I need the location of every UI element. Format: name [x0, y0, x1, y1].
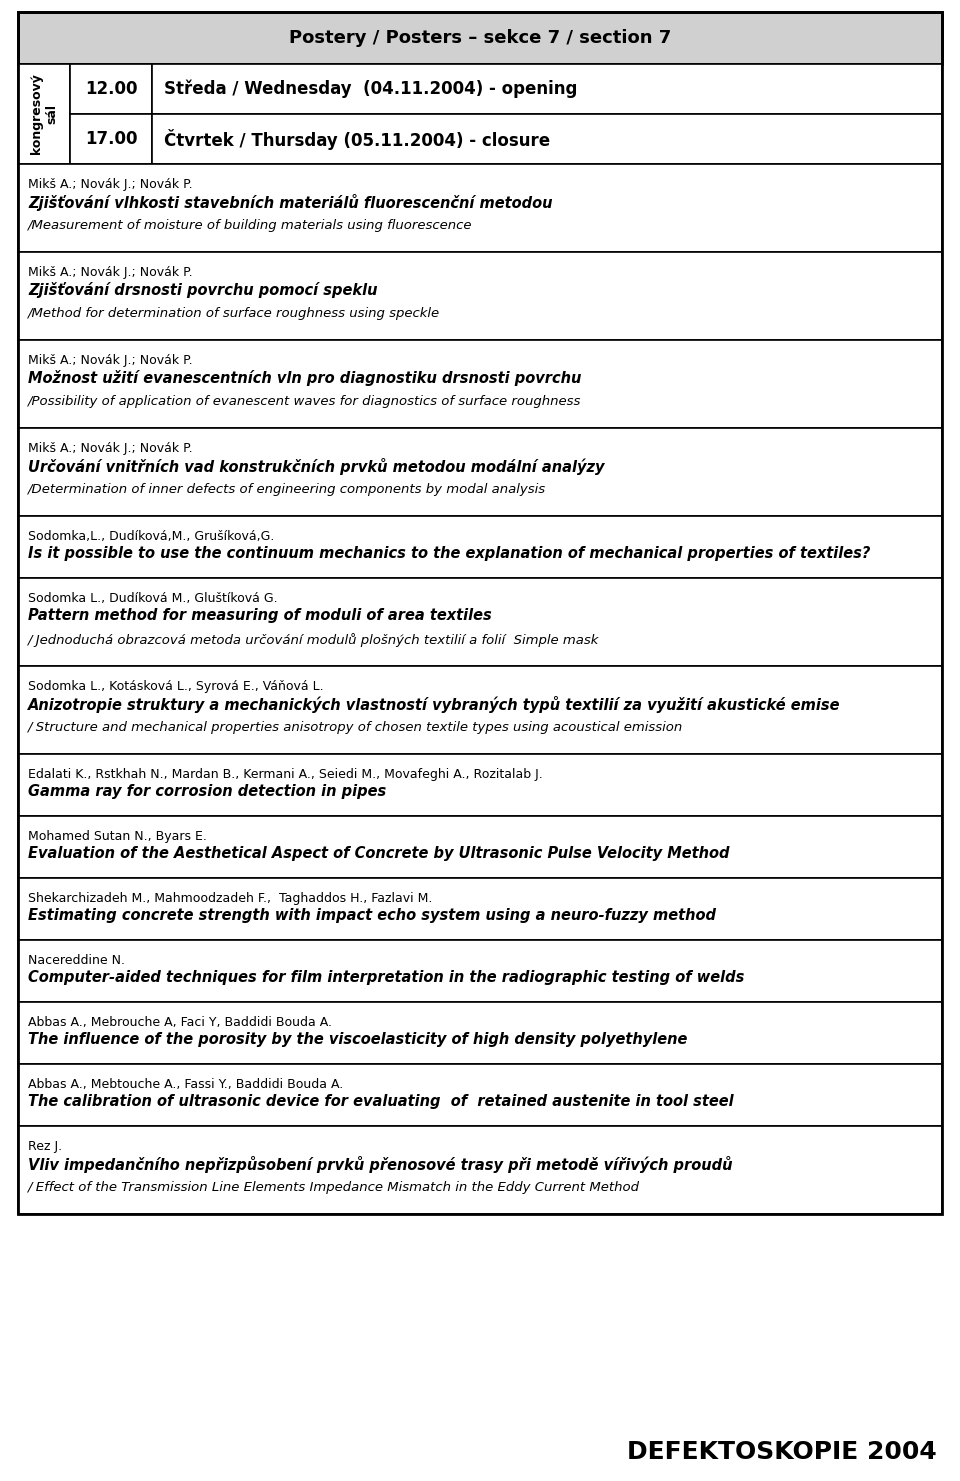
Bar: [18, 64, 70, 164]
Bar: [18, 754, 942, 816]
Text: /Determination of inner defects of engineering components by modal analysis: /Determination of inner defects of engin…: [28, 483, 546, 496]
Bar: [70, 114, 152, 164]
Text: Anizotropie struktury a mechanických vlastností vybraných typů textilií za využi: Anizotropie struktury a mechanických vla…: [28, 696, 841, 712]
Text: / Jednoduchá obrazcová metoda určování modulů plošných textilií a folií  Simple : / Jednoduchá obrazcová metoda určování m…: [28, 632, 599, 647]
Text: 12.00: 12.00: [84, 80, 137, 98]
Text: Computer-aided techniques for film interpretation in the radiographic testing of: Computer-aided techniques for film inter…: [28, 970, 744, 985]
Bar: [18, 515, 942, 578]
Text: Postery / Posters – sekce 7 / section 7: Postery / Posters – sekce 7 / section 7: [289, 30, 671, 47]
Text: DEFEKTOSKOPIE 2004: DEFEKTOSKOPIE 2004: [627, 1440, 937, 1465]
Text: Mikš A.; Novák J.; Novák P.: Mikš A.; Novák J.; Novák P.: [28, 354, 193, 367]
Text: Sodomka L., Kotásková L., Syrová E., Váňová L.: Sodomka L., Kotásková L., Syrová E., Váň…: [28, 680, 324, 693]
Text: Rez J.: Rez J.: [28, 1140, 62, 1154]
Text: /Method for determination of surface roughness using speckle: /Method for determination of surface rou…: [28, 307, 440, 320]
Text: Sodomka,L., Dudíková,M., Grušíková,G.: Sodomka,L., Dudíková,M., Grušíková,G.: [28, 530, 275, 544]
Text: /Measurement of moisture of building materials using fluorescence: /Measurement of moisture of building mat…: [28, 219, 472, 233]
Text: Vliv impedančního nepřizpůsobení prvků přenosové trasy při metodě vířivých proud: Vliv impedančního nepřizpůsobení prvků p…: [28, 1157, 732, 1173]
Text: Zjišťování drsnosti povrchu pomocí speklu: Zjišťování drsnosti povrchu pomocí spekl…: [28, 281, 377, 298]
Text: Středa / Wednesday  (04.11.2004) - opening: Středa / Wednesday (04.11.2004) - openin…: [164, 80, 577, 98]
Text: Sodomka L., Dudíková M., Gluštíková G.: Sodomka L., Dudíková M., Gluštíková G.: [28, 592, 277, 606]
Bar: [18, 12, 942, 1214]
Text: kongresový
sál: kongresový sál: [30, 74, 58, 154]
Text: /Possibility of application of evanescent waves for diagnostics of surface rough: /Possibility of application of evanescen…: [28, 395, 582, 407]
Bar: [18, 1063, 942, 1126]
Bar: [18, 666, 942, 754]
Text: / Structure and mechanical properties anisotropy of chosen textile types using a: / Structure and mechanical properties an…: [28, 721, 684, 735]
Bar: [18, 341, 942, 428]
Text: The influence of the porosity by the viscoelasticity of high density polyethylen: The influence of the porosity by the vis…: [28, 1032, 687, 1047]
Text: Is it possible to use the continuum mechanics to the explanation of mechanical p: Is it possible to use the continuum mech…: [28, 546, 871, 561]
Bar: [18, 164, 942, 252]
Text: Mikš A.; Novák J.; Novák P.: Mikš A.; Novák J.; Novák P.: [28, 267, 193, 278]
Text: Evaluation of the Aesthetical Aspect of Concrete by Ultrasonic Pulse Velocity Me: Evaluation of the Aesthetical Aspect of …: [28, 846, 730, 860]
Bar: [18, 816, 942, 878]
Bar: [18, 578, 942, 666]
Text: / Effect of the Transmission Line Elements Impedance Mismatch in the Eddy Curren: / Effect of the Transmission Line Elemen…: [28, 1180, 640, 1194]
Text: Mikš A.; Novák J.; Novák P.: Mikš A.; Novák J.; Novák P.: [28, 178, 193, 191]
Text: Abbas A., Mebtouche A., Fassi Y., Baddidi Bouda A.: Abbas A., Mebtouche A., Fassi Y., Baddid…: [28, 1078, 344, 1091]
Text: 17.00: 17.00: [84, 130, 137, 148]
Text: Zjišťování vlhkosti stavebních materiálů fluorescenční metodou: Zjišťování vlhkosti stavebních materiálů…: [28, 194, 553, 210]
Text: Pattern method for measuring of moduli of area textiles: Pattern method for measuring of moduli o…: [28, 609, 492, 624]
Text: Abbas A., Mebrouche A, Faci Y, Baddidi Bouda A.: Abbas A., Mebrouche A, Faci Y, Baddidi B…: [28, 1016, 332, 1029]
Bar: [18, 940, 942, 1003]
Text: Edalati K., Rstkhah N., Mardan B., Kermani A., Seiedi M., Movafeghi A., Rozitala: Edalati K., Rstkhah N., Mardan B., Kerma…: [28, 769, 542, 780]
Text: Mohamed Sutan N., Byars E.: Mohamed Sutan N., Byars E.: [28, 829, 206, 843]
Bar: [152, 114, 942, 164]
Text: Možnost užití evanescentních vln pro diagnostiku drsnosti povrchu: Možnost užití evanescentních vln pro dia…: [28, 370, 582, 387]
Bar: [18, 1003, 942, 1063]
Text: Gamma ray for corrosion detection in pipes: Gamma ray for corrosion detection in pip…: [28, 783, 386, 800]
Text: Shekarchizadeh M., Mahmoodzadeh F.,  Taghaddos H., Fazlavi M.: Shekarchizadeh M., Mahmoodzadeh F., Tagh…: [28, 892, 432, 905]
Bar: [18, 878, 942, 940]
Bar: [18, 252, 942, 341]
Bar: [18, 428, 942, 515]
Bar: [70, 64, 152, 114]
Text: Estimating concrete strength with impact echo system using a neuro-fuzzy method: Estimating concrete strength with impact…: [28, 908, 716, 923]
Text: The calibration of ultrasonic device for evaluating  of  retained austenite in t: The calibration of ultrasonic device for…: [28, 1094, 733, 1109]
Text: Nacereddine N.: Nacereddine N.: [28, 954, 125, 967]
Text: Určování vnitřních vad konstrukčních prvků metodou modální analýzy: Určování vnitřních vad konstrukčních prv…: [28, 458, 605, 475]
Text: Čtvrtek / Thursday (05.11.2004) - closure: Čtvrtek / Thursday (05.11.2004) - closur…: [164, 129, 550, 150]
Bar: [152, 64, 942, 114]
Bar: [18, 12, 942, 64]
Text: Mikš A.; Novák J.; Novák P.: Mikš A.; Novák J.; Novák P.: [28, 441, 193, 455]
Bar: [18, 1126, 942, 1214]
